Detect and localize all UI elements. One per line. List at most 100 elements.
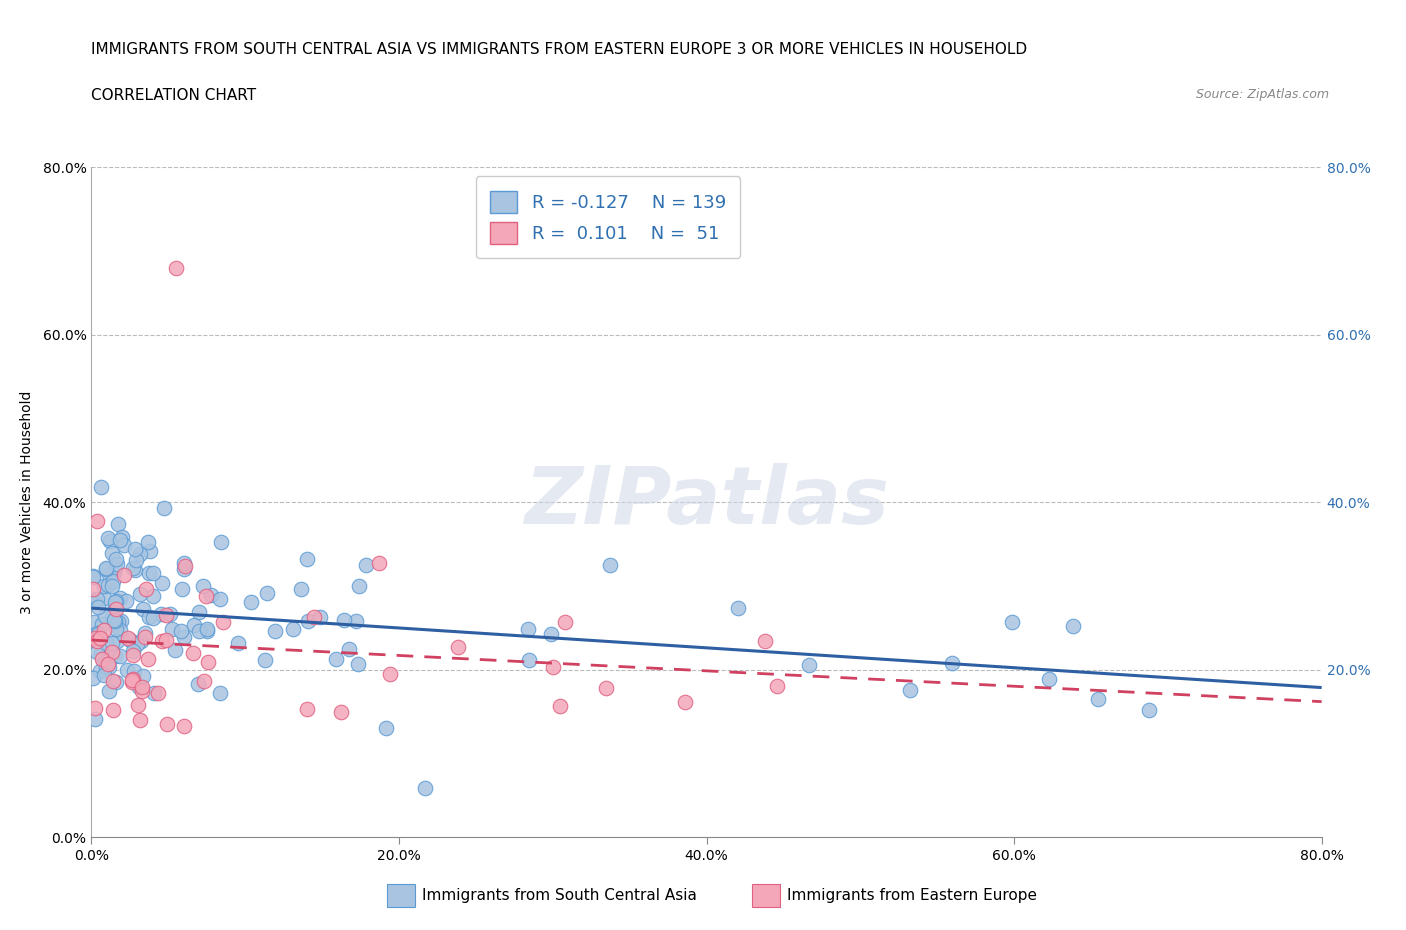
Point — [160, 622, 183, 637]
Point — [212, 615, 235, 630]
Point — [108, 648, 131, 663]
Point — [254, 653, 277, 668]
Point — [766, 679, 789, 694]
Point — [172, 582, 194, 597]
Text: Source: ZipAtlas.com: Source: ZipAtlas.com — [1195, 88, 1329, 101]
Point — [197, 654, 219, 669]
Point — [150, 606, 173, 621]
Text: Immigrants from Eastern Europe: Immigrants from Eastern Europe — [787, 887, 1038, 903]
Point — [90, 479, 112, 494]
Point — [325, 652, 347, 667]
Point — [93, 653, 115, 668]
Point — [239, 594, 262, 609]
Point — [1087, 692, 1109, 707]
Point — [87, 627, 110, 642]
Point — [143, 685, 166, 700]
Point — [96, 561, 118, 576]
Point — [142, 589, 165, 604]
Point — [108, 623, 131, 638]
Point — [188, 623, 211, 638]
Point — [108, 533, 131, 548]
Point — [120, 632, 142, 647]
Point — [170, 624, 193, 639]
Point — [121, 674, 143, 689]
Text: IMMIGRANTS FROM SOUTH CENTRAL ASIA VS IMMIGRANTS FROM EASTERN EUROPE 3 OR MORE V: IMMIGRANTS FROM SOUTH CENTRAL ASIA VS IM… — [91, 42, 1028, 57]
Point — [104, 613, 127, 628]
Point — [128, 679, 150, 694]
Point — [90, 652, 112, 667]
Point — [111, 530, 134, 545]
Point — [295, 701, 318, 716]
Point — [554, 615, 576, 630]
Point — [84, 700, 107, 715]
Point — [105, 634, 128, 649]
Point — [129, 634, 152, 649]
Point — [104, 674, 127, 689]
Point — [82, 570, 104, 585]
Point — [83, 593, 105, 608]
Point — [97, 578, 120, 592]
Point — [374, 721, 396, 736]
Point — [97, 530, 120, 545]
Point — [104, 593, 127, 608]
Text: CORRELATION CHART: CORRELATION CHART — [91, 88, 256, 103]
Point — [101, 673, 124, 688]
Point — [110, 613, 132, 628]
Point — [153, 500, 176, 515]
Text: ZIPatlas: ZIPatlas — [524, 463, 889, 541]
Point — [94, 609, 117, 624]
Point — [97, 656, 120, 671]
Y-axis label: 3 or more Vehicles in Household: 3 or more Vehicles in Household — [20, 391, 34, 614]
Point — [173, 629, 195, 644]
Point — [346, 657, 368, 671]
Point — [290, 582, 312, 597]
Point — [89, 664, 111, 679]
Point — [98, 534, 121, 549]
Point — [187, 604, 209, 619]
Point — [173, 719, 195, 734]
Point — [727, 601, 749, 616]
Point — [132, 669, 155, 684]
Legend: R = -0.127    N = 139, R =  0.101    N =  51: R = -0.127 N = 139, R = 0.101 N = 51 — [475, 177, 741, 259]
Point — [181, 645, 204, 660]
Point — [129, 547, 152, 562]
Point — [283, 621, 305, 636]
Point — [297, 614, 319, 629]
Point — [121, 644, 143, 658]
Point — [135, 582, 157, 597]
Point — [105, 551, 128, 566]
Point — [103, 565, 125, 579]
Point — [447, 640, 470, 655]
Point — [159, 606, 181, 621]
Point — [517, 621, 540, 636]
Point — [174, 558, 197, 573]
Point — [194, 589, 217, 604]
Point — [332, 612, 354, 627]
Point — [138, 565, 160, 580]
Point — [86, 513, 108, 528]
Point — [1038, 671, 1060, 686]
Point — [122, 664, 145, 679]
Point — [83, 592, 105, 607]
Point — [195, 623, 218, 638]
Point — [754, 633, 776, 648]
Point — [673, 695, 696, 710]
Point — [107, 517, 129, 532]
Point — [295, 551, 318, 566]
Point — [256, 586, 278, 601]
Point — [134, 629, 156, 644]
Point — [208, 591, 231, 606]
Point — [104, 602, 127, 617]
Point — [136, 652, 159, 667]
Point — [86, 633, 108, 648]
Point — [134, 626, 156, 641]
Point — [93, 668, 115, 683]
Point — [136, 535, 159, 550]
Point — [101, 579, 124, 594]
Point — [101, 574, 124, 589]
Point — [90, 617, 112, 631]
Point — [83, 615, 105, 630]
Point — [124, 541, 146, 556]
Point — [115, 593, 138, 608]
Point — [413, 780, 436, 795]
